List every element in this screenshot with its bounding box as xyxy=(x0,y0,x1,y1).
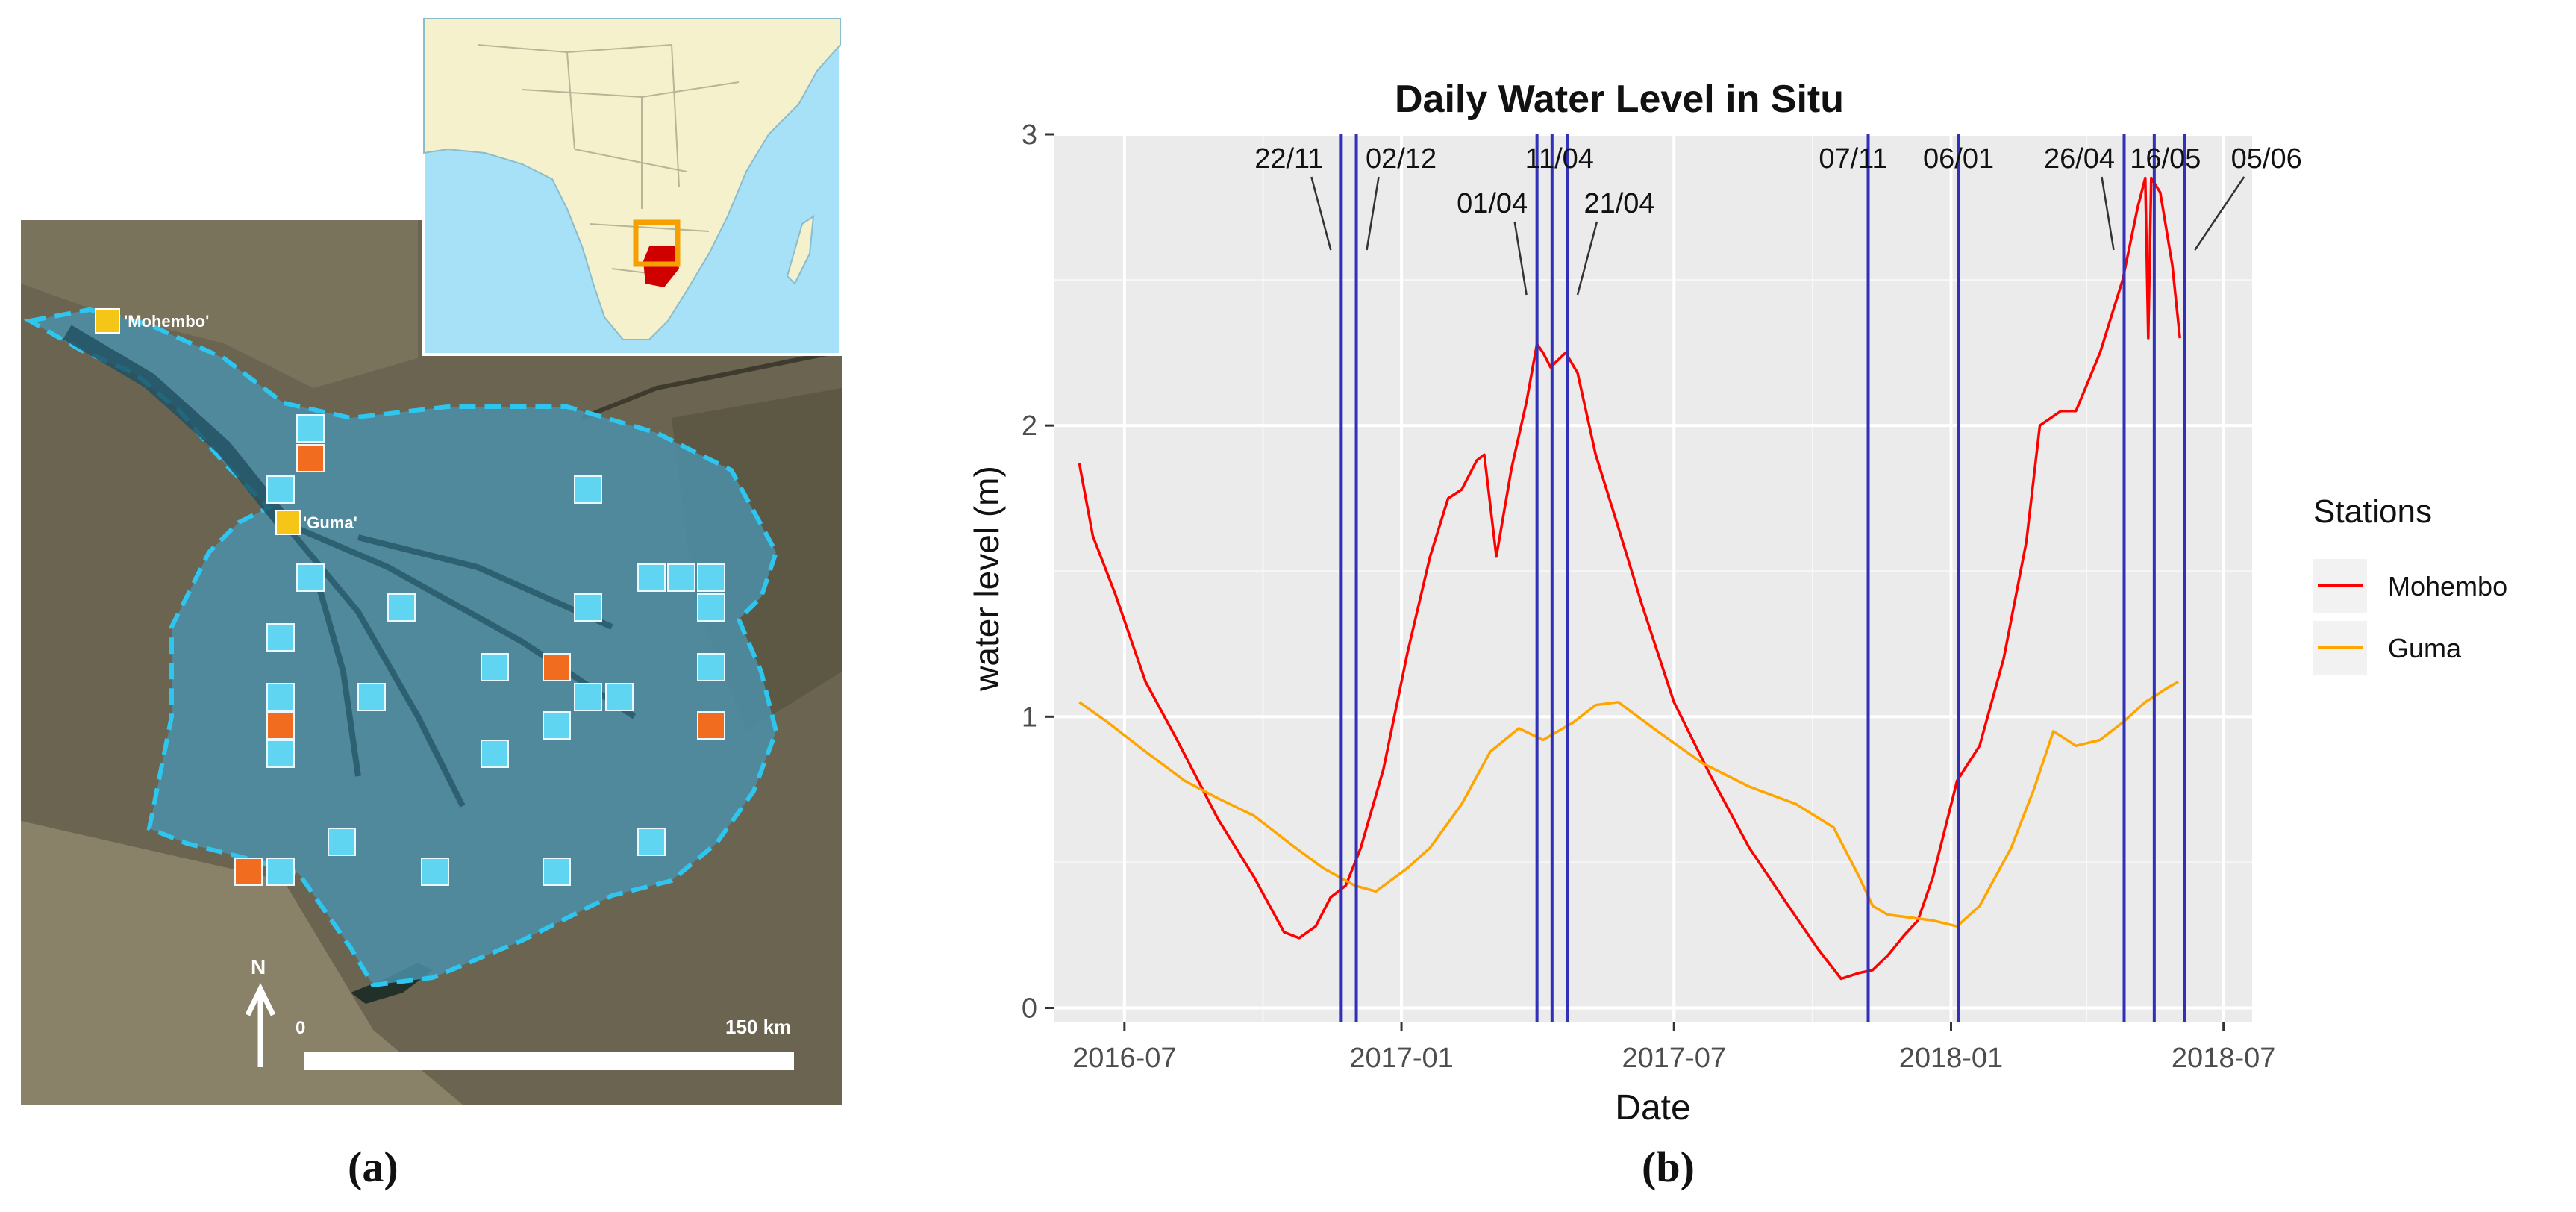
x-tick-label: 2016-07 xyxy=(1072,1043,1176,1074)
river-channel xyxy=(581,349,842,420)
panel-a-caption: (a) xyxy=(348,1143,398,1191)
scale-bar xyxy=(304,1052,794,1070)
annotation-leader-line xyxy=(2101,176,2115,251)
panhandle-channel xyxy=(63,325,290,528)
terrain-patch xyxy=(21,821,463,1105)
guma-gauge-marker xyxy=(275,510,301,535)
y-tick-label: 2 xyxy=(1022,410,1037,442)
scale-start-label: 0 xyxy=(296,1018,305,1038)
panel-b-caption: (b) xyxy=(1642,1143,1695,1191)
legend: Stations Mohembo Guma xyxy=(2313,493,2507,675)
legend-title: Stations xyxy=(2313,493,2432,530)
event-annotation-label: 05/06 xyxy=(2231,143,2302,175)
legend-label: Guma xyxy=(2388,633,2462,663)
station-marker-blue xyxy=(357,683,386,711)
y-tick-label: 0 xyxy=(1022,993,1037,1024)
station-marker-blue xyxy=(637,563,666,592)
x-tick-label: 2018-01 xyxy=(1899,1043,2003,1074)
distributary-channels xyxy=(281,519,637,808)
series-line-mohembo xyxy=(1078,176,2181,981)
mohembo-gauge-marker xyxy=(95,308,120,334)
station-marker-orange xyxy=(543,653,571,681)
x-tick-label: 2017-07 xyxy=(1622,1043,1726,1074)
terrain-patch xyxy=(21,220,418,388)
station-marker-blue xyxy=(266,858,295,886)
y-tick-label: 1 xyxy=(1022,702,1037,733)
station-marker-blue xyxy=(697,653,725,681)
station-marker-blue xyxy=(605,683,634,711)
station-marker-blue xyxy=(574,683,602,711)
station-marker-orange xyxy=(697,711,725,740)
event-annotation-label: 11/04 xyxy=(1525,143,1594,175)
event-annotation-label: 06/01 xyxy=(1923,143,1994,175)
annotation-leader-line xyxy=(2194,176,2245,251)
event-annotation-label: 21/04 xyxy=(1584,188,1654,219)
station-marker-blue xyxy=(481,740,509,768)
north-label: N xyxy=(251,955,266,978)
event-annotations: 22/11 02/12 01/04 11/04 21/04 07/11 06/01 26/04… xyxy=(1254,143,2302,296)
guma-label: 'Guma' xyxy=(303,513,357,532)
event-annotation-label: 01/04 xyxy=(1457,188,1528,219)
station-marker-blue xyxy=(543,711,571,740)
station-squares xyxy=(234,414,725,886)
event-annotation-label: 22/11 xyxy=(1254,143,1323,175)
annotation-leader-line xyxy=(1513,221,1528,296)
series-line-guma xyxy=(1078,680,2179,928)
panel-a-map: 'Mohembo' 'Guma' N 0 150 km xyxy=(21,17,842,1105)
station-marker-blue xyxy=(543,858,571,886)
station-marker-blue xyxy=(266,740,295,768)
station-marker-blue xyxy=(328,828,356,856)
y-tick-label: 3 xyxy=(1022,119,1037,151)
station-marker-blue xyxy=(296,414,325,443)
station-marker-blue xyxy=(697,593,725,622)
inset-madagascar xyxy=(786,214,815,285)
event-annotation-label: 02/12 xyxy=(1366,143,1437,175)
station-marker-blue xyxy=(667,563,695,592)
x-tick-label: 2018-07 xyxy=(2172,1043,2275,1074)
station-marker-blue xyxy=(387,593,416,622)
annotation-leader-line xyxy=(1576,221,1598,296)
y-axis-label: water level (m) xyxy=(967,466,1006,692)
inset-country-borders xyxy=(477,44,740,277)
annotation-leader-line xyxy=(1366,176,1380,251)
x-tick-label: 2017-01 xyxy=(1349,1043,1453,1074)
station-marker-blue xyxy=(697,563,725,592)
inset-africa-land xyxy=(423,18,841,340)
axes: 2016-07 2017-01 2017-07 2018-01 2018-07 0 1 2 3 xyxy=(1022,119,2276,1074)
north-arrow-icon xyxy=(245,982,276,1067)
station-marker-blue xyxy=(574,593,602,622)
station-marker-blue xyxy=(481,653,509,681)
annotation-leader-line xyxy=(1310,176,1332,251)
mohembo-label: 'Mohembo' xyxy=(124,312,209,331)
station-marker-blue xyxy=(421,858,449,886)
station-marker-orange xyxy=(234,858,263,886)
grid-major xyxy=(1054,133,2252,1022)
series-layer xyxy=(1078,176,2181,981)
station-marker-blue xyxy=(574,475,602,504)
station-marker-blue xyxy=(296,563,325,592)
station-marker-blue xyxy=(266,623,295,652)
station-marker-orange xyxy=(266,711,295,740)
station-marker-orange xyxy=(296,444,325,472)
event-annotation-label: 07/11 xyxy=(1819,143,1887,175)
event-lines xyxy=(1339,134,2186,1022)
station-marker-blue xyxy=(266,683,295,711)
inset-highlight-box xyxy=(633,219,681,267)
africa-inset-map xyxy=(422,17,842,356)
station-marker-blue xyxy=(266,475,295,504)
scale-end-label: 150 km xyxy=(725,1016,791,1038)
legend-label: Mohembo xyxy=(2388,571,2507,602)
event-annotation-label: 26/04 xyxy=(2044,143,2115,175)
event-annotation-label: 16/05 xyxy=(2130,143,2201,175)
plot-panel xyxy=(1054,134,2252,1022)
chart-title: Daily Water Level in Situ xyxy=(1395,78,1844,121)
x-axis-label: Date xyxy=(1615,1088,1690,1128)
station-marker-blue xyxy=(637,828,666,856)
